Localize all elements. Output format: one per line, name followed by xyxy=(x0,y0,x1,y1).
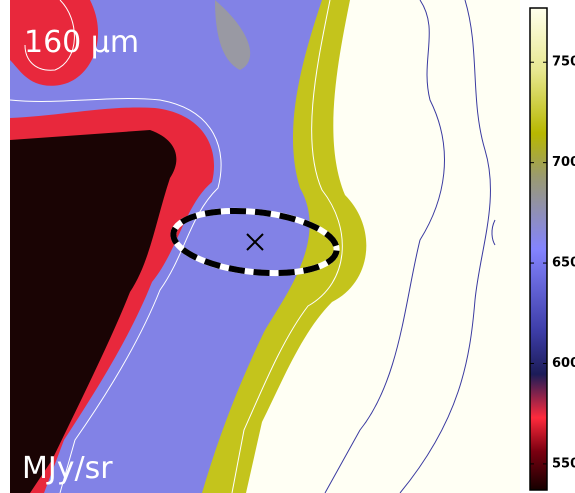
colorbar xyxy=(529,7,548,491)
colorbar-tick-label: 650 xyxy=(552,256,575,271)
source-marker xyxy=(246,233,264,251)
intensity-map xyxy=(10,0,520,493)
colorbar-tick-label: 550 xyxy=(552,456,575,471)
aperture xyxy=(170,207,340,277)
wavelength-label: 160 μm xyxy=(24,25,139,60)
colorbar-tick-label: 600 xyxy=(552,356,575,371)
colorbar-tick-label: 700 xyxy=(552,155,575,170)
unit-label: MJy/sr xyxy=(22,451,113,486)
colorbar-tick-label: 750 xyxy=(552,55,575,70)
